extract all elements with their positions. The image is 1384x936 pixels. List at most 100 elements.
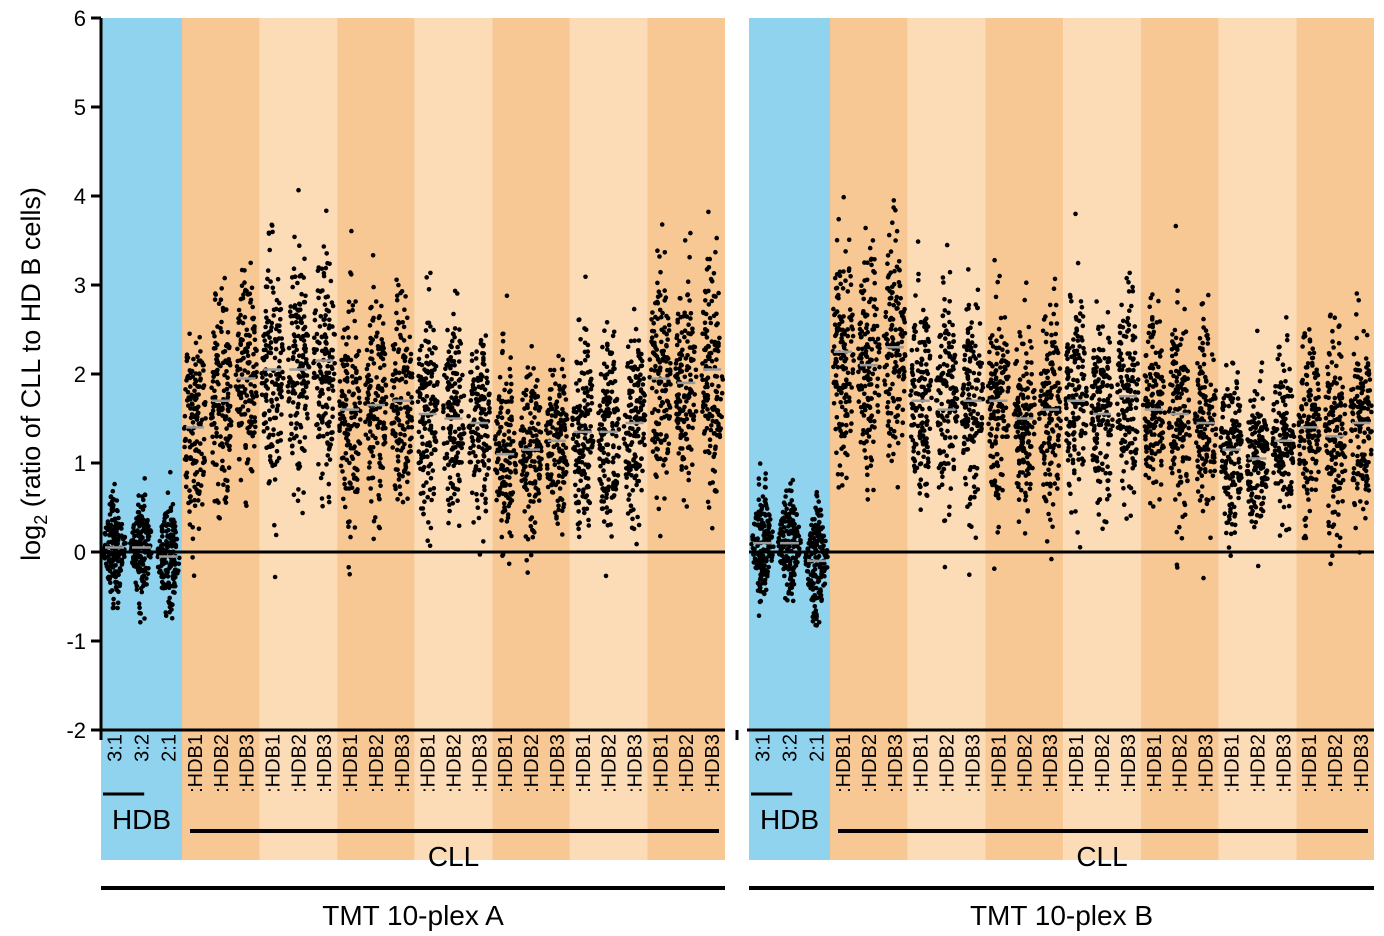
data-point (912, 384, 917, 389)
data-point (210, 408, 216, 414)
data-point (872, 419, 877, 424)
data-point (326, 499, 332, 505)
data-point (537, 429, 542, 434)
data-point (187, 438, 192, 444)
data-point (839, 319, 845, 324)
data-point (920, 442, 926, 447)
data-point (520, 428, 526, 433)
data-point (527, 480, 533, 486)
data-point (622, 412, 628, 418)
data-point (893, 208, 898, 213)
data-point (655, 447, 660, 452)
data-point (664, 382, 669, 388)
data-point (856, 346, 861, 352)
data-point (506, 436, 512, 441)
data-point (640, 382, 646, 387)
data-point (891, 451, 896, 457)
data-point (710, 467, 716, 473)
data-point (865, 260, 870, 266)
data-point (214, 462, 219, 468)
data-point (203, 416, 208, 421)
data-point (159, 563, 164, 568)
data-point (383, 410, 388, 415)
data-point (353, 376, 359, 382)
data-point (581, 371, 587, 376)
data-point (116, 572, 121, 578)
data-point (429, 497, 434, 503)
data-point (449, 383, 455, 389)
data-point (508, 422, 513, 428)
data-point (944, 453, 949, 459)
data-point (655, 357, 661, 363)
data-point (867, 336, 873, 342)
data-point (850, 353, 855, 358)
data-point (833, 384, 839, 390)
data-point (861, 296, 866, 302)
data-point (428, 401, 433, 406)
data-point (919, 357, 925, 363)
data-point (455, 291, 460, 296)
data-point (245, 353, 251, 359)
data-point (319, 496, 325, 501)
data-point (862, 448, 867, 453)
data-point (866, 434, 872, 439)
data-point (442, 466, 447, 471)
data-point (245, 370, 251, 375)
data-point (252, 329, 257, 335)
data-point (432, 367, 437, 372)
data-point (420, 441, 425, 447)
data-point (556, 353, 561, 359)
data-point (225, 484, 230, 490)
data-point (634, 482, 639, 488)
data-point (710, 418, 716, 424)
data-point (871, 304, 877, 309)
data-point (455, 450, 461, 456)
data-point (481, 484, 487, 489)
data-point (874, 383, 880, 389)
data-point (401, 324, 407, 330)
data-point (938, 427, 944, 433)
data-point (111, 596, 116, 602)
data-point (378, 365, 383, 371)
data-point (927, 426, 933, 432)
data-point (863, 455, 869, 461)
data-point (273, 532, 279, 538)
data-point (366, 379, 371, 385)
data-point (141, 573, 147, 578)
data-point (484, 368, 490, 374)
data-point (477, 467, 482, 473)
data-point (815, 533, 820, 539)
data-point (188, 415, 194, 421)
data-point (680, 456, 685, 462)
data-point (107, 568, 113, 574)
data-point (637, 463, 643, 468)
data-point (633, 326, 639, 332)
data-point (649, 339, 654, 344)
data-point (216, 301, 222, 307)
cll-patient-background (182, 18, 260, 860)
data-point (530, 534, 536, 540)
data-point (346, 565, 352, 570)
data-point (202, 458, 207, 463)
data-point (480, 459, 485, 464)
data-point (435, 380, 440, 385)
data-point (605, 442, 611, 448)
data-point (922, 318, 928, 323)
data-point (755, 543, 760, 548)
data-point (239, 372, 245, 377)
data-point (895, 306, 900, 311)
data-point (425, 370, 431, 376)
data-point (859, 360, 865, 365)
data-point (605, 452, 611, 457)
data-point (330, 388, 336, 393)
data-point (250, 395, 256, 400)
data-point (663, 295, 669, 300)
data-point (809, 541, 815, 546)
data-point (714, 394, 720, 400)
data-point (886, 351, 892, 357)
data-point (577, 317, 582, 322)
data-point (267, 417, 273, 422)
data-point (373, 397, 378, 403)
data-point (380, 321, 386, 326)
data-point (939, 470, 945, 475)
